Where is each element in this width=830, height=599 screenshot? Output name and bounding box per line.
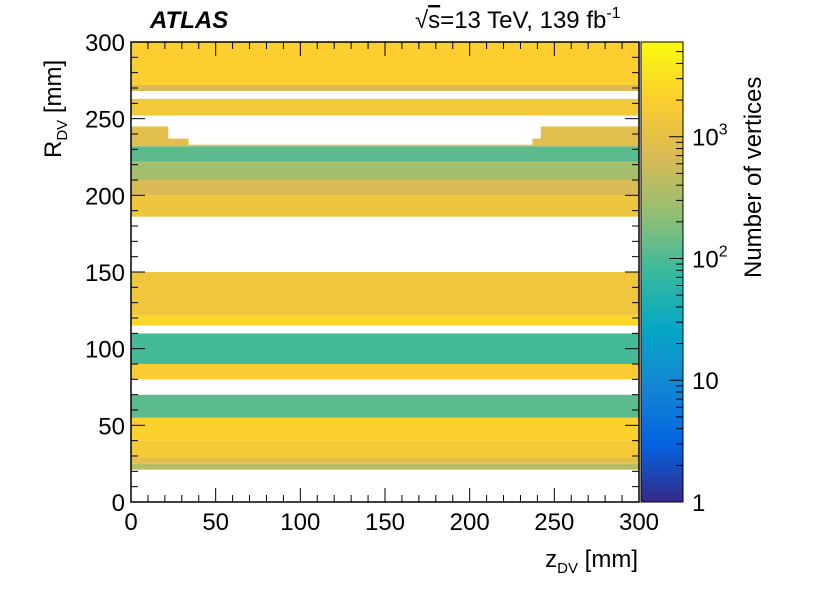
- y-tick-label: 100: [85, 337, 125, 364]
- colorbar: [641, 42, 683, 502]
- heatmap: [131, 42, 639, 502]
- heatmap-region: [131, 314, 639, 326]
- x-tick-label: 200: [450, 509, 490, 536]
- heatmap-region: [131, 457, 639, 464]
- colorbar-tick-label: 102: [692, 243, 728, 273]
- colorbar-axis: 1 10 102 103: [669, 41, 728, 517]
- heatmap-region: [131, 84, 639, 92]
- heatmap-region: [131, 417, 639, 441]
- x-tick-label: 50: [202, 509, 229, 536]
- y-tick-label: 300: [85, 30, 125, 57]
- empty-region: [188, 138, 533, 145]
- heatmap-region: [131, 333, 639, 364]
- colorbar-title: Number of vertices: [740, 77, 767, 278]
- energy-superscript: -1: [606, 5, 620, 22]
- empty-region: [131, 115, 639, 127]
- empty-region: [131, 388, 639, 395]
- empty-region: [131, 91, 639, 99]
- experiment-label: ATLAS: [149, 7, 228, 34]
- heatmap-region: [131, 180, 639, 196]
- heatmap-region: [131, 364, 639, 380]
- colorbar-tick-label: 10: [692, 368, 719, 395]
- y-tick-label: 200: [85, 183, 125, 210]
- x-tick-label: 0: [124, 509, 137, 536]
- x-tick-label: 250: [534, 509, 574, 536]
- empty-region: [131, 325, 639, 334]
- heatmap-region: [131, 146, 639, 162]
- empty-region: [131, 216, 639, 272]
- colorbar-tick-label: 103: [692, 122, 728, 152]
- y-tick-label: 150: [85, 260, 125, 287]
- heatmap-region: [131, 161, 639, 180]
- y-tick-label: 50: [98, 413, 125, 440]
- energy-text: =13 TeV, 139 fb: [440, 7, 606, 34]
- y-axis: 0 50 100 150 200 250 300: [85, 30, 639, 517]
- x-tick-label: 150: [365, 509, 405, 536]
- heatmap-region: [131, 463, 639, 470]
- x-axis-title: zDV [mm]: [545, 546, 638, 577]
- y-tick-label: 250: [85, 107, 125, 134]
- empty-region: [168, 126, 541, 139]
- heatmap-region: [131, 272, 639, 315]
- sqrt-symbol: √: [415, 7, 429, 34]
- y-axis-title: RDV [mm]: [40, 60, 71, 158]
- heatmap-region: [131, 440, 639, 458]
- heatmap-region: [131, 98, 639, 116]
- colorbar-tick-label: 1: [692, 490, 705, 517]
- x-axis: 0 50 100 150 200 250 300: [124, 42, 659, 536]
- colorbar-frame: [640, 41, 684, 503]
- heatmap-region: [131, 394, 639, 418]
- energy-label: √s=13 TeV, 139 fb-1: [415, 5, 621, 34]
- heatmap-region: [131, 195, 639, 217]
- x-tick-label: 300: [619, 509, 659, 536]
- y-tick-label: 0: [112, 490, 125, 517]
- x-tick-label: 100: [280, 509, 320, 536]
- sqrt-s: s: [428, 7, 440, 34]
